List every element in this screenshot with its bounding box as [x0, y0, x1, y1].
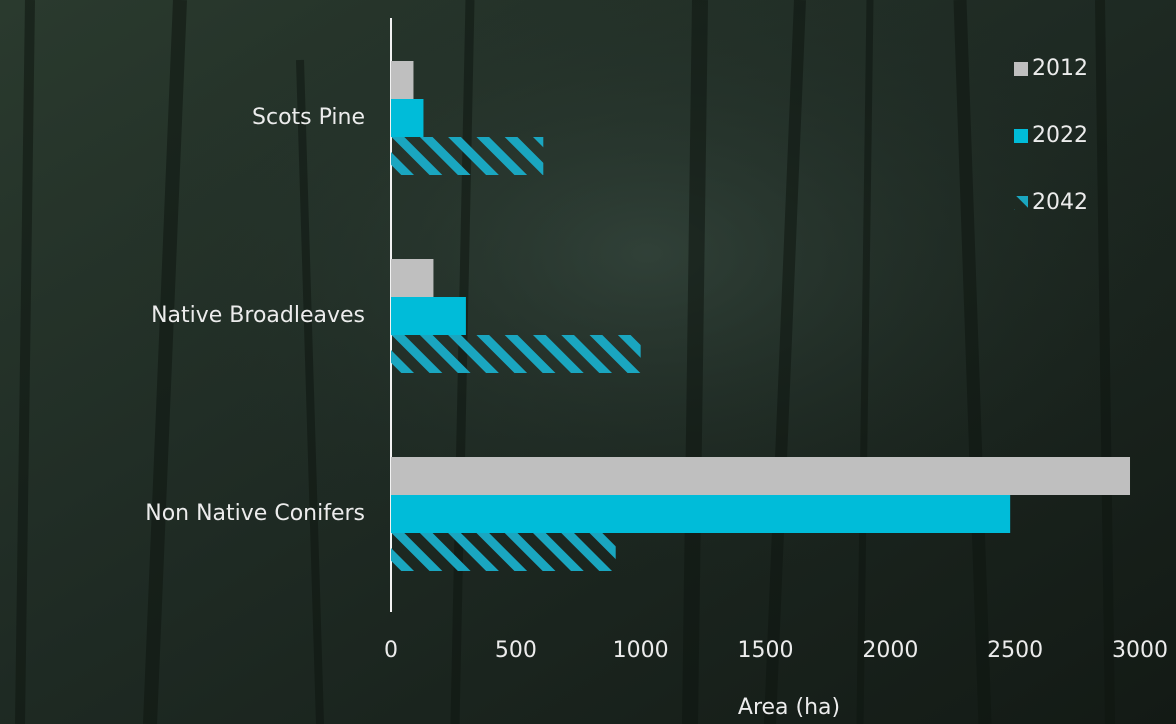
legend-label: 2042: [1032, 190, 1088, 215]
x-tick-label: 1500: [738, 638, 794, 663]
y-tick-label: Scots Pine: [252, 105, 365, 130]
legend-swatch: [1014, 129, 1028, 143]
bar: [391, 259, 433, 297]
y-tick-label: Non Native Conifers: [145, 501, 365, 526]
bar: [391, 533, 616, 571]
x-tick-label: 2000: [862, 638, 918, 663]
x-tick-label: 2500: [987, 638, 1043, 663]
x-tick-label: 500: [495, 638, 537, 663]
bar: [391, 99, 423, 137]
legend-label: 2022: [1032, 123, 1088, 148]
bar: [391, 297, 466, 335]
bar: [391, 137, 543, 175]
x-tick-label: 3000: [1112, 638, 1168, 663]
bar: [391, 335, 641, 373]
legend-swatch: [1014, 196, 1028, 210]
y-tick-label: Native Broadleaves: [151, 303, 365, 328]
bar: [391, 457, 1130, 495]
x-tick-label: 0: [384, 638, 398, 663]
bar: [391, 61, 413, 99]
legend-swatch: [1014, 62, 1028, 76]
legend-label: 2012: [1032, 56, 1088, 81]
chart: Area (ha) 0 500 1000 1500 2000 2500 3000 Scots …: [0, 0, 1176, 724]
x-tick-label: 1000: [613, 638, 669, 663]
x-axis-title: Area (ha): [738, 695, 840, 720]
bar: [391, 495, 1010, 533]
